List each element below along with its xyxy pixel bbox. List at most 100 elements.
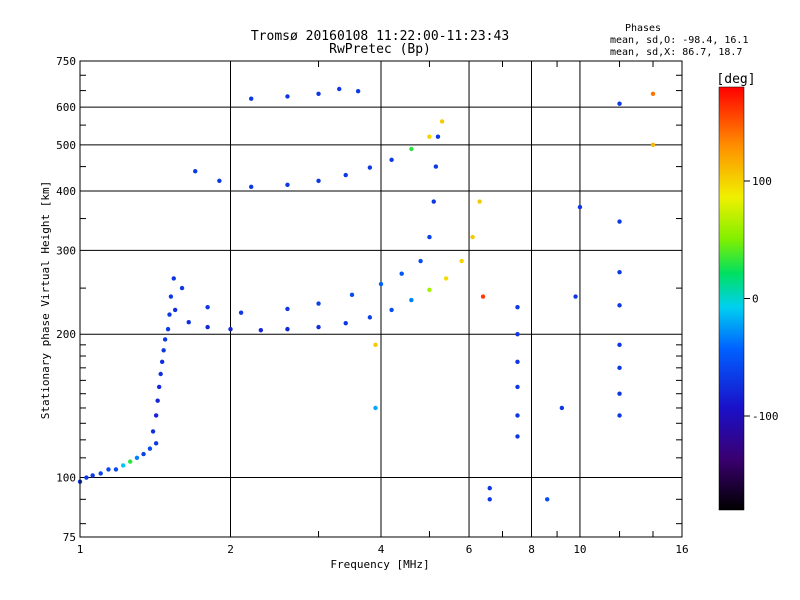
data-point [577,204,583,210]
x-tick-labels: 1 2 4 6 8 10 16 [77,61,689,556]
data-point [156,384,162,390]
data-point [316,178,321,184]
data-point [285,306,290,312]
colorbar-tick-label: 0 [752,293,759,306]
data-point [373,342,378,348]
data-point [168,294,174,299]
data-point [515,332,520,337]
data-point [205,324,210,330]
colorbar [718,86,745,511]
data-point [431,199,436,204]
y-tick-label: 75 [63,531,76,544]
y-tick-label: 500 [56,139,76,152]
data-point [285,326,290,332]
data-point [343,172,348,178]
data-point [153,413,159,418]
data-point [389,307,394,313]
colorbar-tick-label: 100 [752,175,772,188]
data-point [127,459,133,464]
data-point [165,326,171,332]
data-point [171,276,176,281]
data-point [617,391,622,396]
data-point [617,101,622,106]
data-point [573,294,578,299]
data-point [470,234,475,240]
data-point [515,359,520,365]
data-point [106,467,111,472]
data-point [158,371,163,377]
data-point [433,164,439,169]
data-point [205,304,210,310]
data-point [435,134,441,139]
data-point [487,485,492,491]
data-point [217,178,222,184]
data-point [545,497,550,502]
x-tick-label: 1 [77,543,84,556]
x-tick-label: 4 [378,543,385,556]
data-point [515,384,520,390]
data-point [399,271,404,276]
data-point [409,297,414,303]
data-point [367,315,373,320]
data-point [617,342,622,348]
data-point [316,324,321,330]
data-point [650,91,656,96]
x-tick-label: 10 [573,543,586,556]
data-point [141,451,146,457]
data-point [515,304,520,310]
y-tick-label: 100 [56,472,76,485]
data-point [172,307,178,313]
data-point [228,326,233,332]
data-point [515,413,520,418]
y-tick-label: 200 [56,328,76,341]
data-point [147,446,153,451]
y-tick-label: 750 [56,55,76,68]
data-point [150,429,156,434]
phases-o-stats: mean, sd,O: -98.4, 16.1 [610,35,748,46]
colorbar-tick-label: -100 [752,410,779,423]
data-point [162,337,168,342]
chart-subtitle: RwPretec (Bp) [329,42,431,57]
data-point [84,475,89,480]
data-point [427,234,432,240]
data-point [337,86,342,92]
phases-heading: Phases [625,23,661,34]
data-point [98,471,103,476]
x-tick-label: 2 [227,543,234,556]
data-point [389,157,394,163]
data-point [480,294,486,299]
data-point [248,96,254,101]
data-point [617,219,622,224]
data-point [617,270,622,275]
chart-title: Tromsø 20160108 11:22:00-11:23:43 [251,29,509,44]
data-point [378,281,384,287]
data-point [418,258,423,264]
x-tick-label: 8 [528,543,535,556]
data-point [477,199,482,204]
y-tick-labels: 75 100 200 300 400 500 600 750 [56,55,682,544]
phases-x-stats: mean, sd,X: 86.7, 18.7 [610,47,742,58]
data-point [153,441,159,446]
x-axis-label: Frequency [MHz] [330,558,429,571]
data-point [439,119,445,124]
data-point [113,467,119,472]
data-point [343,320,348,326]
data-point [443,276,449,281]
grid-lines [80,61,682,537]
data-point [159,359,165,365]
data-point [238,310,244,315]
data-point [285,182,290,188]
x-tick-label: 16 [675,543,688,556]
data-point [427,287,432,292]
data-point [650,142,656,148]
data-point [179,285,185,291]
colorbar-ticks: 100 0 -100 [744,175,779,423]
data-point [515,434,520,439]
data-point [186,319,191,325]
data-point [617,413,622,418]
y-tick-label: 400 [56,185,76,198]
data-point [134,455,140,461]
data-point [285,94,290,99]
data-point [90,473,95,478]
